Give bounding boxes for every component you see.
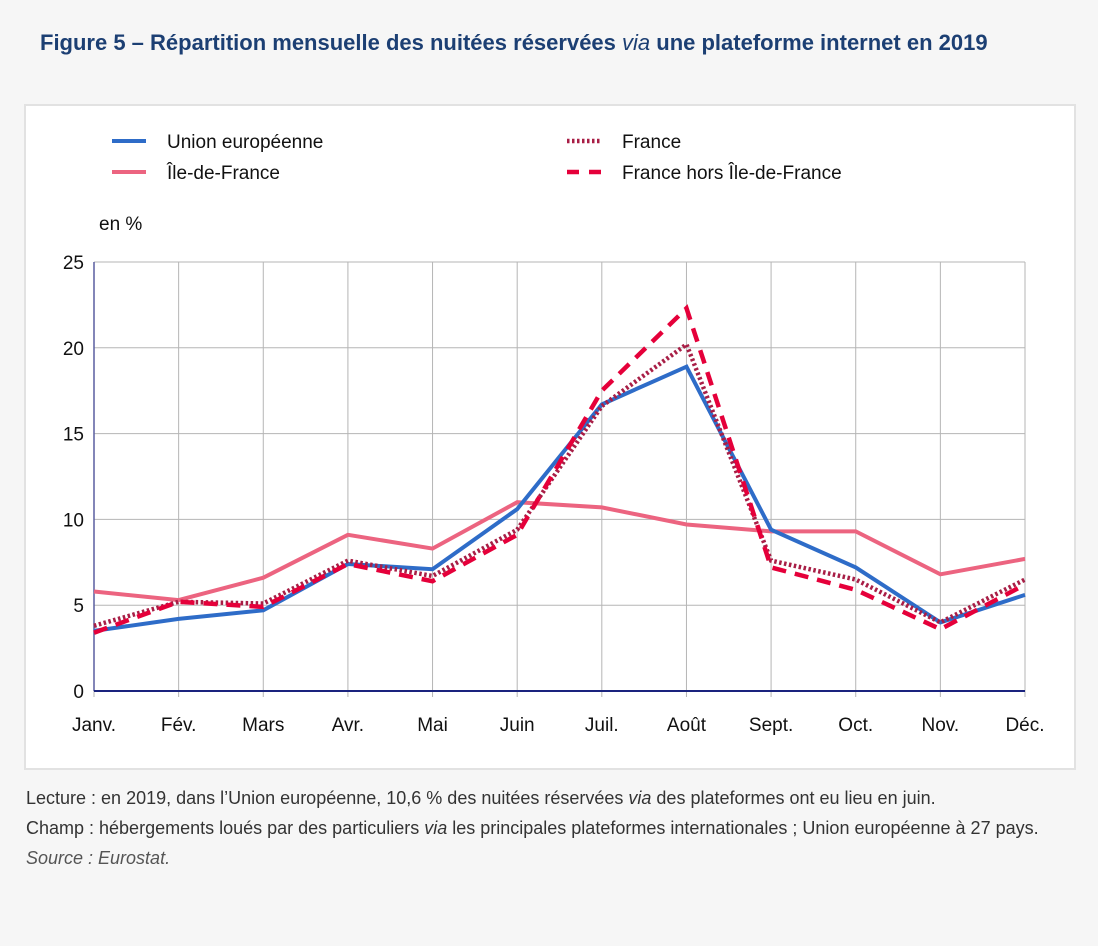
x-tick-labels: Janv. Fév. Mars Avr. Mai Juin Juil. Août Sept. Oc… [72, 715, 1045, 736]
figure-notes: Lecture : en 2019, dans l’Union européen… [26, 786, 1076, 876]
grid [93, 261, 1026, 697]
lecture-note: Lecture : en 2019, dans l’Union européen… [26, 786, 1076, 810]
legend-label-france: France [622, 132, 681, 153]
y-tick-label: 10 [63, 510, 84, 531]
x-tick-label: Fév. [161, 715, 197, 736]
lecture-italic: via [628, 788, 652, 808]
x-tick-label: Nov. [922, 715, 960, 736]
axes [93, 262, 1025, 692]
lecture-text: Lecture : en 2019, dans l’Union européen… [26, 788, 629, 808]
x-tick-label: Janv. [72, 715, 116, 736]
x-tick-label: Oct. [838, 715, 873, 736]
legend: Union européenne Île-de-France France Fr… [112, 132, 842, 184]
y-tick-label: 15 [63, 425, 84, 446]
y-tick-labels: 0 5 10 15 20 25 [63, 253, 84, 703]
champ-text: Champ : hébergements loués par des parti… [26, 818, 425, 838]
y-tick-label: 25 [63, 253, 84, 274]
figure-title: Figure 5 – Répartition mensuelle des nui… [40, 32, 1080, 54]
title-text-end: une plateforme internet en 2019 [650, 30, 988, 55]
x-tick-label: Sept. [749, 715, 793, 736]
y-tick-label: 20 [63, 339, 84, 360]
x-tick-label: Août [667, 715, 707, 736]
champ-italic: via [424, 818, 448, 838]
x-tick-label: Mars [242, 715, 284, 736]
series-lines [93, 304, 1027, 635]
x-tick-label: Mai [417, 715, 448, 736]
x-tick-label: Déc. [1005, 715, 1044, 736]
chart-frame [24, 104, 1076, 770]
champ-text-end: les principales plateformes internationa… [447, 818, 1039, 838]
x-tick-label: Avr. [332, 715, 364, 736]
y-tick-label: 0 [73, 682, 84, 703]
legend-label-ile-de-france: Île-de-France [166, 162, 280, 184]
legend-label-union-europeenne: Union européenne [167, 132, 323, 153]
title-italic: via [622, 30, 651, 55]
y-axis-label: en % [99, 214, 142, 235]
series-line-union-europeenne [93, 364, 1026, 633]
x-tick-label: Juil. [585, 715, 619, 736]
y-tick-label: 5 [73, 596, 84, 617]
title-text: Figure 5 – Répartition mensuelle des nui… [40, 30, 623, 55]
champ-note: Champ : hébergements loués par des parti… [26, 816, 1076, 840]
legend-label-france-hors-idf: France hors Île-de-France [622, 162, 842, 184]
source-note: Source : Eurostat. [26, 848, 171, 868]
x-tick-label: Juin [500, 715, 535, 736]
series-line-ile-de-france [93, 500, 1026, 603]
series-line-france-hors-ile-de-france [93, 304, 1027, 635]
lecture-text-end: des plateformes ont eu lieu en juin. [651, 788, 936, 808]
